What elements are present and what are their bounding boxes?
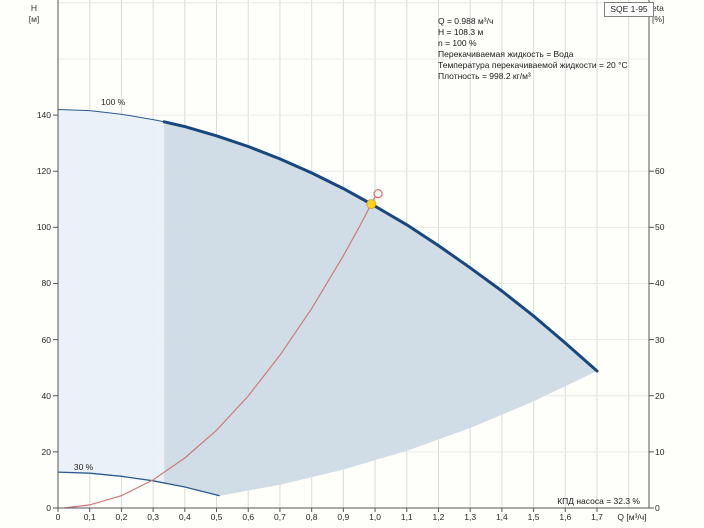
left-axis-tick-label: 0: [46, 503, 51, 513]
x-axis-unit-label: Q [м³/ч]: [617, 512, 647, 522]
x-axis-tick-label: 1,6: [559, 512, 572, 522]
duty-point-marker[interactable]: [366, 199, 377, 209]
requested-duty-point-marker: [373, 189, 383, 199]
left-axis-tick-label: 20: [41, 446, 51, 457]
pump-curve-100pct-thin: [57, 109, 165, 123]
curve-label-30pct: 30 %: [73, 462, 94, 473]
x-axis-tick-label: 0,5: [210, 512, 223, 522]
x-axis-tick-label: 1,1: [400, 512, 413, 522]
x-axis-tick-label: 0,4: [178, 512, 191, 522]
left-axis-tick-label: 40: [41, 390, 51, 401]
left-axis-tick-label: 80: [41, 278, 51, 289]
x-axis-tick-label: 0: [55, 512, 61, 522]
x-axis-tick-label: 1,5: [527, 512, 540, 522]
left-axis-tick-label: 120: [36, 166, 51, 177]
x-axis-tick-label: 0,3: [147, 512, 160, 522]
right-axis-tick-label: 10: [655, 446, 665, 457]
right-axis-title: eta [%]: [652, 3, 676, 24]
x-axis-tick-label: 0,1: [83, 512, 96, 522]
x-axis-tick-label: 0,2: [115, 512, 128, 522]
left-axis-tick-label: 100: [36, 222, 51, 233]
x-axis-tick-label: 1,7: [591, 512, 603, 522]
left-axis-tick-label: 60: [41, 334, 51, 345]
info-line-density: Плотность = 998.2 кг/м³: [438, 70, 531, 81]
x-axis-tick-label: 0,7: [274, 512, 286, 522]
pump-efficiency-note: КПД насоса = 32.3 %: [557, 496, 640, 506]
info-line-speed: n = 100 %: [438, 37, 477, 48]
allowed-operating-range-region: [164, 121, 597, 496]
x-axis-tick-label: 1,2: [432, 512, 445, 522]
pump-model-title-box: SQE 1-95: [604, 2, 654, 17]
info-line-liquid: Перекачиваемая жидкость = Вода: [438, 48, 574, 59]
curve-label-100pct: 100 %: [101, 96, 126, 107]
right-axis-tick-label: 0: [655, 503, 660, 513]
duty-info-panel: Q = 0.988 м³/ч H = 108.3 м n = 100 % Пер…: [438, 16, 628, 81]
left-axis-title: H [м]: [24, 3, 44, 24]
info-line-head: H = 108.3 м: [438, 26, 484, 37]
x-axis-tick-label: 1,3: [464, 512, 477, 522]
right-axis-tick-label: 60: [655, 166, 665, 177]
info-line-flow: Q = 0.988 м³/ч: [438, 16, 494, 26]
x-axis-tick-label: 0,8: [305, 512, 318, 522]
right-axis-tick-label: 20: [655, 390, 665, 401]
x-axis-tick-label: 0,6: [242, 512, 255, 522]
x-axis-tick-label: 1,0: [369, 512, 381, 522]
pump-curve-30pct: [57, 471, 220, 497]
system-curve: [64, 196, 376, 509]
right-axis-tick-label: 30: [655, 334, 665, 345]
info-line-temperature: Температура перекачиваемой жидкости = 20…: [438, 59, 628, 70]
left-axis-symbol: H: [30, 3, 38, 13]
right-axis-tick-label: 40: [655, 278, 665, 289]
left-axis-tick-label: 140: [36, 110, 51, 121]
right-axis-symbol: eta: [652, 3, 664, 13]
right-axis-unit: [%]: [652, 13, 665, 24]
x-axis-tick-label: 0,9: [337, 512, 350, 522]
left-axis-unit: [м]: [28, 13, 40, 24]
right-axis-tick-label: 50: [655, 222, 665, 233]
x-axis-tick-label: 1,4: [495, 512, 508, 522]
